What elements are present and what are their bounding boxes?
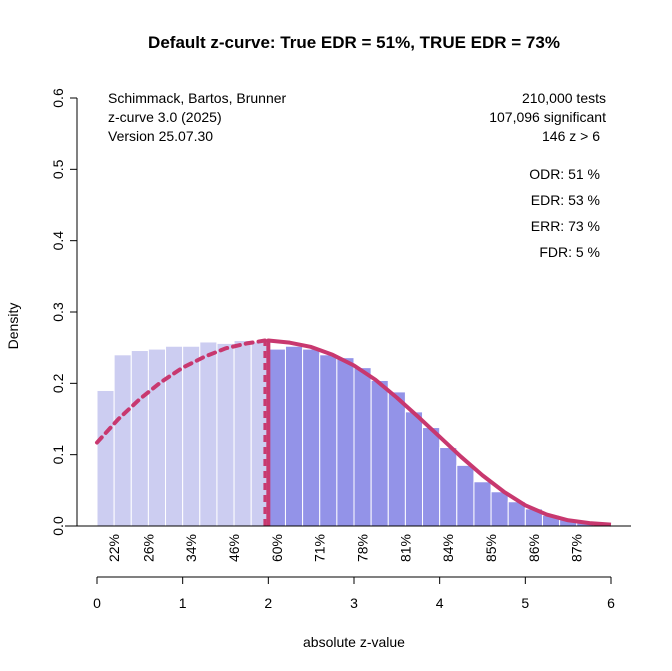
bar-nonsig — [96, 389, 115, 527]
power-label: 46% — [226, 534, 242, 562]
density-curve-significant — [266, 338, 612, 527]
bar-sig — [302, 348, 321, 527]
bar-sig — [267, 348, 286, 527]
histogram-bars — [96, 340, 612, 527]
y-tick-label: 0.3 — [50, 302, 66, 322]
x-tick-label: 3 — [350, 595, 358, 611]
chart-title: Default z-curve: True EDR = 51%, TRUE ED… — [148, 33, 560, 52]
power-labels: 22% 26% 34% 46% 60% 71% 78% 81% 84% 85% 86% 87% — [106, 534, 585, 562]
stats-block: ODR: 51 % EDR: 53 % ERR: 73 % FDR: 5 % — [529, 166, 600, 260]
info-right-line-3: 146 z > 6 — [542, 128, 600, 144]
density-curves — [95, 338, 612, 527]
x-tick-label: 0 — [93, 595, 101, 611]
stat-odr: ODR: 51 % — [529, 166, 600, 182]
bar-sig — [422, 427, 441, 527]
density-curve-nonsignificant — [95, 338, 267, 445]
bar-sig — [490, 491, 509, 527]
x-tick-label: 1 — [179, 595, 187, 611]
y-tick-label: 0.1 — [50, 445, 66, 465]
stat-fdr: FDR: 5 % — [539, 244, 600, 260]
bar-nonsig — [233, 340, 252, 527]
bar-nonsig — [130, 350, 149, 527]
bar-nonsig — [113, 354, 132, 527]
bar-sig — [439, 447, 458, 527]
x-axis-label: absolute z-value — [303, 634, 405, 650]
power-label: 84% — [440, 534, 456, 562]
y-tick-label: 0.5 — [50, 159, 66, 179]
y-tick-label: 0.6 — [50, 88, 66, 108]
info-left-line-2: z-curve 3.0 (2025) — [108, 109, 222, 125]
stat-err: ERR: 73 % — [531, 218, 600, 234]
bar-sig — [336, 357, 355, 527]
y-tick-label: 0.4 — [50, 231, 66, 251]
bar-sig — [387, 391, 406, 527]
y-axis: 0.0 0.1 0.2 0.3 0.4 0.5 0.6 — [50, 88, 631, 536]
bar-nonsig — [182, 345, 201, 527]
info-left-line-1: Schimmack, Bartos, Brunner — [108, 90, 287, 106]
bar-nonsig — [216, 342, 235, 527]
y-tick-label: 0.0 — [50, 516, 66, 536]
power-label: 34% — [183, 534, 199, 562]
bar-sig — [456, 464, 475, 527]
info-right-line-2: 107,096 significant — [489, 109, 606, 125]
power-label: 86% — [526, 534, 542, 562]
power-label: 71% — [312, 534, 328, 562]
x-tick-label: 4 — [436, 595, 444, 611]
x-tick-label: 2 — [264, 595, 272, 611]
power-label: 60% — [269, 534, 285, 562]
bar-nonsig — [199, 341, 218, 527]
x-tick-label: 6 — [607, 595, 615, 611]
bar-sig — [319, 354, 338, 527]
power-label: 85% — [483, 534, 499, 562]
stat-edr: EDR: 53 % — [531, 192, 600, 208]
bar-sig — [404, 411, 424, 527]
power-label: 87% — [569, 534, 585, 562]
info-right: 210,000 tests 107,096 significant 146 z … — [489, 90, 606, 144]
power-label: 26% — [140, 534, 156, 562]
x-tick-label: 5 — [521, 595, 529, 611]
y-tick-label: 0.2 — [50, 373, 66, 393]
info-left-line-3: Version 25.07.30 — [108, 128, 213, 144]
bar-sig — [370, 379, 389, 527]
x-axis: 0 1 2 3 4 5 6 — [93, 576, 615, 611]
bar-sig — [353, 367, 372, 527]
power-label: 22% — [106, 534, 122, 562]
bar-sig — [284, 345, 304, 527]
power-label: 78% — [355, 534, 371, 562]
info-left: Schimmack, Bartos, Brunner z-curve 3.0 (… — [108, 90, 287, 144]
bar-sig — [473, 481, 492, 527]
info-right-line-1: 210,000 tests — [522, 90, 606, 106]
y-axis-label: Density — [5, 303, 21, 350]
power-label: 81% — [397, 534, 413, 562]
bar-nonsig — [147, 348, 167, 527]
